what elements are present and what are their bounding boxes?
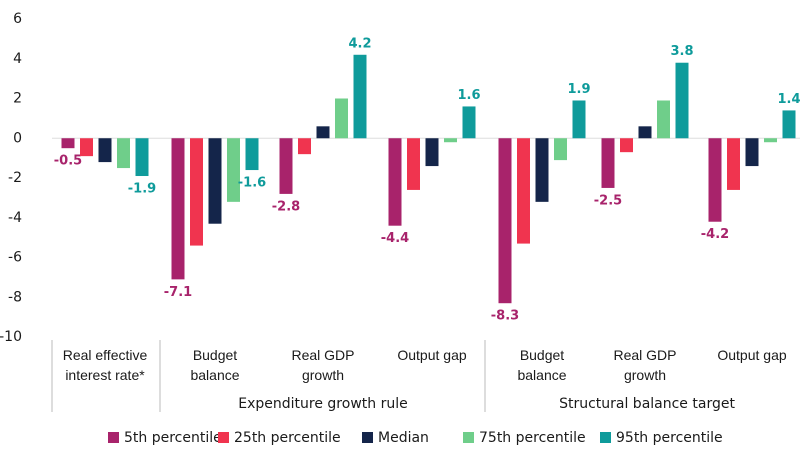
x-tick-label: Real GDP growth (291, 347, 355, 383)
data-label: -8.3 (491, 309, 519, 324)
y-tick-label: -6 (8, 250, 22, 266)
x-tick-label: Output gap (717, 347, 787, 363)
group-label: Structural balance target (559, 396, 735, 412)
bar (335, 98, 348, 139)
bar (61, 138, 75, 149)
data-label: -1.6 (238, 176, 266, 191)
bar (98, 138, 112, 163)
data-label: 1.6 (457, 88, 480, 103)
bar (80, 138, 93, 157)
bar (279, 138, 293, 194)
data-label: -1.9 (128, 182, 156, 197)
legend-label: 95th percentile (616, 430, 723, 446)
bar (444, 138, 457, 143)
data-label: -7.1 (164, 285, 192, 300)
bar (117, 138, 130, 169)
y-tick-label: 0 (13, 130, 22, 146)
data-label: -0.5 (54, 154, 82, 169)
legend-swatch (362, 432, 373, 443)
bar (620, 138, 633, 153)
data-label: 3.8 (670, 44, 693, 59)
legend-swatch (600, 432, 611, 443)
bar (407, 138, 420, 190)
bar (708, 138, 722, 222)
legend-swatch (108, 432, 119, 443)
bar (298, 138, 311, 155)
data-label: -4.4 (381, 231, 409, 246)
x-tick-label: Budget balance (517, 347, 567, 383)
bar (135, 138, 149, 177)
bar (535, 138, 549, 202)
y-tick-label: 4 (13, 51, 22, 67)
bar (601, 138, 615, 188)
bar (764, 138, 777, 143)
x-tick-label: Output gap (397, 347, 467, 363)
bar (171, 138, 185, 280)
x-tick-label: Real effective interest rate* (62, 347, 148, 383)
legend-label: Median (378, 430, 429, 446)
data-label: -4.2 (701, 227, 729, 242)
bar (316, 126, 330, 139)
bar (638, 126, 652, 139)
x-tick-label: Real GDP growth (613, 347, 677, 383)
data-label: -2.8 (272, 199, 300, 214)
bar (745, 138, 759, 167)
legend-label: 25th percentile (234, 430, 341, 446)
bar (353, 54, 367, 139)
y-tick-label: -4 (8, 210, 22, 226)
data-label: 1.9 (567, 82, 590, 97)
legend-label: 75th percentile (479, 430, 586, 446)
y-tick-label: 6 (13, 11, 22, 27)
bar (498, 138, 512, 304)
bar (227, 138, 240, 202)
data-label: -2.5 (594, 193, 622, 208)
bar (388, 138, 402, 226)
bar (554, 138, 567, 161)
legend-swatch (463, 432, 474, 443)
data-label: 4.2 (348, 36, 371, 51)
y-tick-label: -2 (8, 170, 22, 186)
bar (425, 138, 439, 167)
y-tick-label: -8 (8, 289, 22, 305)
bar (782, 110, 796, 139)
legend-label: 5th percentile (124, 430, 222, 446)
group-label: Expenditure growth rule (238, 396, 407, 412)
bar (245, 138, 259, 171)
y-tick-label: -10 (0, 329, 22, 345)
bar (657, 100, 670, 139)
y-tick-label: 2 (13, 91, 22, 107)
bar (675, 62, 689, 139)
bar (517, 138, 530, 244)
x-tick-label: Budget balance (190, 347, 240, 383)
bar (572, 100, 586, 139)
bar (190, 138, 203, 246)
bar (727, 138, 740, 190)
data-label: 1.4 (777, 92, 800, 107)
bar (462, 106, 476, 139)
bar (208, 138, 222, 224)
legend-swatch (218, 432, 229, 443)
